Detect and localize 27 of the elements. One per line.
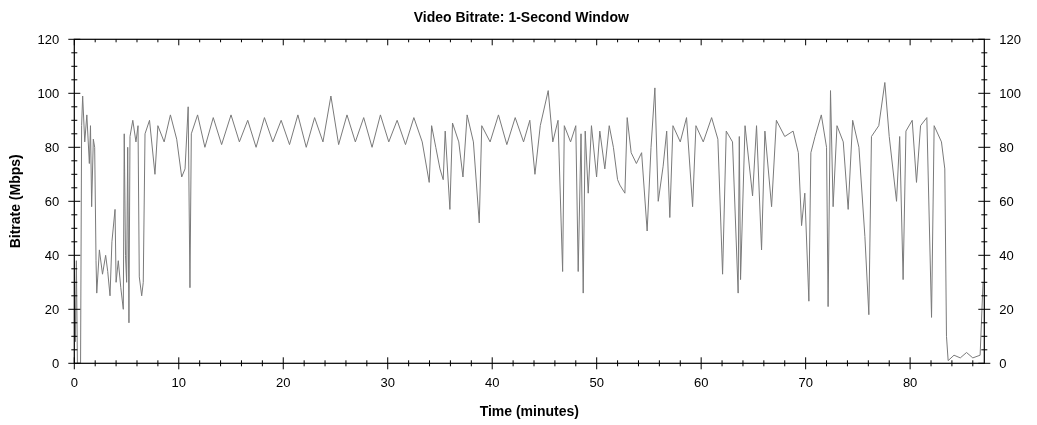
y2-tick-label: 20 bbox=[999, 301, 1014, 317]
y2-tick-label: 0 bbox=[999, 355, 1007, 371]
y-tick-label: 120 bbox=[37, 31, 60, 47]
line-series bbox=[74, 82, 984, 364]
y2-tick-label: 60 bbox=[999, 193, 1014, 209]
x-tick-label: 20 bbox=[276, 375, 291, 391]
x-tick-label: 30 bbox=[380, 375, 395, 391]
y2-tick-label: 40 bbox=[999, 247, 1014, 263]
y-tick-label: 0 bbox=[52, 355, 60, 371]
x-tick-label: 50 bbox=[589, 375, 604, 391]
x-tick-label: 70 bbox=[798, 375, 813, 391]
chart-title: Video Bitrate: 1-Second Window bbox=[413, 9, 629, 25]
x-tick-label: 0 bbox=[70, 375, 78, 391]
y-tick-label: 60 bbox=[44, 193, 60, 209]
y-axis-title: Bitrate (Mbps) bbox=[7, 154, 23, 249]
y-tick-label: 80 bbox=[44, 139, 60, 155]
y2-tick-label: 100 bbox=[999, 85, 1021, 101]
y-tick-label: 40 bbox=[44, 247, 60, 263]
x-tick-label: 40 bbox=[484, 375, 500, 391]
x-tick-label: 10 bbox=[171, 375, 187, 391]
x-axis-title: Time (minutes) bbox=[479, 403, 579, 419]
x-tick-label: 80 bbox=[902, 375, 918, 391]
y-tick-label: 20 bbox=[44, 301, 60, 317]
y2-tick-label: 80 bbox=[999, 139, 1014, 155]
x-tick-label: 60 bbox=[693, 375, 709, 391]
y2-tick-label: 120 bbox=[999, 31, 1021, 47]
y-tick-label: 100 bbox=[37, 85, 60, 101]
